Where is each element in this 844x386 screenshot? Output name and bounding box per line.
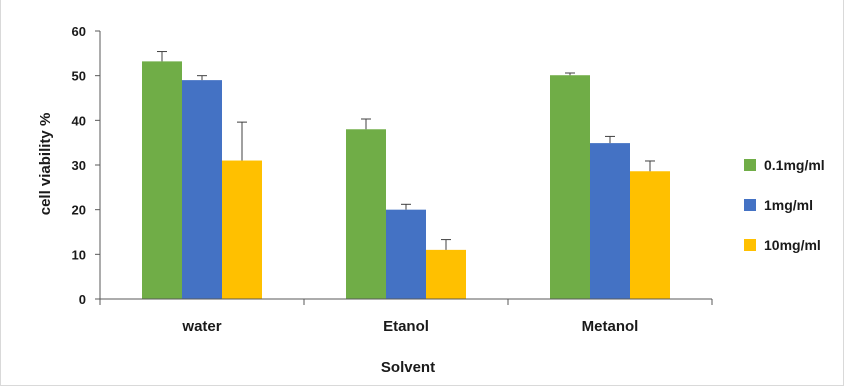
bar (426, 249, 466, 299)
legend-swatch (744, 239, 756, 251)
y-tick-label: 60 (72, 24, 86, 39)
x-tick-label: Metanol (582, 318, 639, 335)
y-tick-label: 20 (72, 203, 86, 218)
y-tick-label: 40 (72, 113, 86, 128)
x-tick-label: Etanol (383, 318, 429, 335)
legend: 0.1mg/ml 1mg/ml 10mg/ml (744, 157, 825, 253)
y-axis: 0 10 20 30 40 50 60 (72, 24, 101, 307)
bar (386, 209, 426, 299)
y-axis-title: cell viability % (37, 113, 54, 216)
legend-swatch (744, 199, 756, 211)
bar-series (142, 51, 670, 299)
y-tick-label: 0 (79, 292, 86, 307)
y-tick-label: 50 (72, 69, 86, 84)
bar (142, 61, 182, 299)
bar (550, 75, 590, 299)
x-axis-title: Solvent (381, 359, 435, 376)
x-axis: water Etanol Metanol (99, 298, 713, 335)
legend-label: 10mg/ml (764, 237, 821, 253)
legend-swatch (744, 159, 756, 171)
y-tick-label: 10 (72, 247, 86, 262)
bar (630, 171, 670, 299)
legend-label: 1mg/ml (764, 197, 813, 213)
legend-label: 0.1mg/ml (764, 157, 825, 173)
bar (182, 80, 222, 299)
y-tick-label: 30 (72, 158, 86, 173)
bar (346, 129, 386, 299)
bar (222, 160, 262, 299)
bar (590, 143, 630, 299)
x-tick-label: water (181, 318, 221, 335)
